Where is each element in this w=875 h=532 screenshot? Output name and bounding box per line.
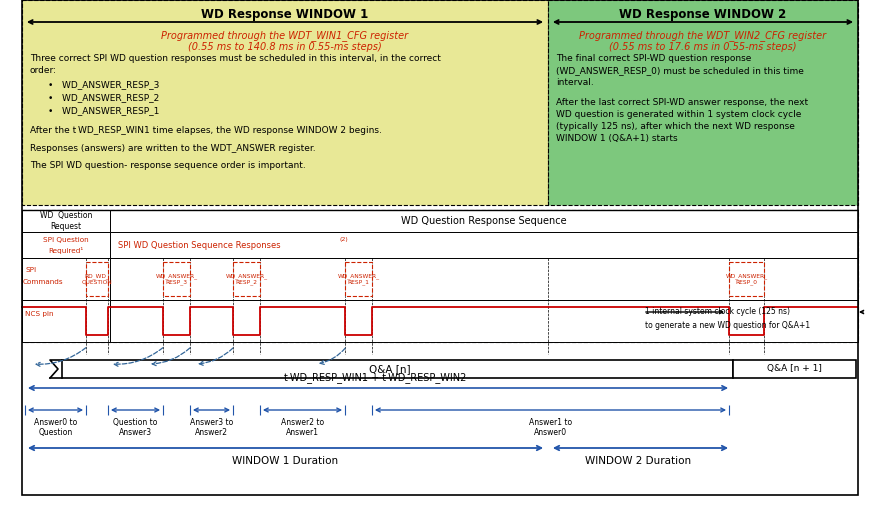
Text: (2): (2) (340, 237, 349, 243)
Bar (345, 262, 372, 296)
Text: Q&A [n]: Q&A [n] (368, 364, 410, 374)
Text: Answer0 to
Question: Answer0 to Question (34, 418, 77, 437)
Text: Programmed through the WDT_WIN1_CFG register: Programmed through the WDT_WIN1_CFG regi… (162, 30, 409, 41)
Text: (0.55 ms to 140.8 ms in 0.55-ms steps): (0.55 ms to 140.8 ms in 0.55-ms steps) (188, 42, 382, 52)
Text: WD  Question
Request: WD Question Request (40, 211, 92, 231)
Bar (110, 232, 858, 258)
Text: order:: order: (30, 66, 57, 75)
Text: Responses (answers) are written to the WDT_ANSWER register.: Responses (answers) are written to the W… (30, 144, 316, 153)
Text: The final correct SPI-WD question response: The final correct SPI-WD question respon… (556, 54, 752, 63)
Bar (22, 300, 110, 342)
Text: WD Question Response Sequence: WD Question Response Sequence (401, 216, 567, 226)
Bar (86, 262, 108, 296)
Text: Required¹: Required¹ (48, 247, 84, 254)
Text: Three correct SPI WD question responses must be scheduled in this interval, in t: Three correct SPI WD question responses … (30, 54, 441, 63)
Bar (110, 258, 858, 300)
Text: 1 internal system clock cycle (125 ns): 1 internal system clock cycle (125 ns) (645, 307, 790, 317)
Text: interval.: interval. (556, 78, 594, 87)
Text: WD Response WINDOW 1: WD Response WINDOW 1 (201, 8, 368, 21)
Text: WD_ANSWER_
RESP_3: WD_ANSWER_ RESP_3 (156, 273, 198, 285)
Text: t WD_RESP_WIN1 + t WD_RESP_WIN2: t WD_RESP_WIN1 + t WD_RESP_WIN2 (284, 372, 466, 383)
Text: Answer1 to
Answer0: Answer1 to Answer0 (528, 418, 572, 437)
Text: NCS pin: NCS pin (25, 311, 53, 317)
Bar (729, 262, 764, 296)
Text: Programmed through the WDT_WIN2_CFG register: Programmed through the WDT_WIN2_CFG regi… (579, 30, 827, 41)
Text: (WD_ANSWER_RESP_0) must be scheduled in this time: (WD_ANSWER_RESP_0) must be scheduled in … (556, 66, 804, 75)
Text: WINDOW 1 Duration: WINDOW 1 Duration (232, 456, 338, 466)
Text: Answer2 to
Answer1: Answer2 to Answer1 (281, 418, 324, 437)
Text: (typically 125 ns), after which the next WD response: (typically 125 ns), after which the next… (556, 122, 794, 131)
Text: •   WD_ANSWER_RESP_3: • WD_ANSWER_RESP_3 (48, 80, 159, 89)
Text: WINDOW 2 Duration: WINDOW 2 Duration (585, 456, 691, 466)
Bar (548, 0, 858, 205)
Text: Commands: Commands (23, 279, 64, 285)
Bar (163, 262, 190, 296)
Bar (62, 360, 733, 378)
Text: •   WD_ANSWER_RESP_2: • WD_ANSWER_RESP_2 (48, 93, 159, 102)
Text: WINDOW 1 (Q&A+1) starts: WINDOW 1 (Q&A+1) starts (556, 134, 677, 143)
Bar (233, 262, 260, 296)
Text: SPI Question: SPI Question (43, 237, 89, 243)
Text: WD_ANSWER_
RESP_0: WD_ANSWER_ RESP_0 (725, 273, 767, 285)
Text: SPI WD Question Sequence Responses: SPI WD Question Sequence Responses (118, 240, 281, 250)
Bar (22, 0, 548, 205)
Bar (22, 210, 548, 342)
Bar (110, 300, 858, 342)
Text: WD Response WINDOW 2: WD Response WINDOW 2 (620, 8, 787, 21)
Bar (110, 210, 858, 232)
Text: After the last correct SPI-WD answer response, the next: After the last correct SPI-WD answer res… (556, 98, 808, 107)
Bar (22, 258, 110, 300)
Text: Answer3 to
Answer2: Answer3 to Answer2 (190, 418, 233, 437)
Text: RD_WD_
QUESTION: RD_WD_ QUESTION (81, 273, 112, 285)
Text: SPI: SPI (25, 267, 36, 273)
Text: •   WD_ANSWER_RESP_1: • WD_ANSWER_RESP_1 (48, 106, 159, 115)
Text: The SPI WD question- response sequence order is important.: The SPI WD question- response sequence o… (30, 161, 305, 170)
Text: After the t WD_RESP_WIN1 time elapses, the WD response WINDOW 2 begins.: After the t WD_RESP_WIN1 time elapses, t… (30, 126, 382, 135)
Text: to generate a new WD question for Q&A+1: to generate a new WD question for Q&A+1 (645, 320, 810, 329)
Text: Q&A [n + 1]: Q&A [n + 1] (767, 364, 822, 373)
Text: WD_ANSWER_
RESP_2: WD_ANSWER_ RESP_2 (226, 273, 268, 285)
Bar (733, 360, 856, 378)
Bar (548, 210, 858, 342)
Text: WD_ANSWER_
RESP_1: WD_ANSWER_ RESP_1 (338, 273, 380, 285)
Text: (0.55 ms to 17.6 ms in 0.55-ms steps): (0.55 ms to 17.6 ms in 0.55-ms steps) (609, 42, 797, 52)
Bar (22, 210, 110, 232)
Text: Question to
Answer3: Question to Answer3 (114, 418, 158, 437)
Bar (22, 232, 110, 258)
Text: WD question is generated within 1 system clock cycle: WD question is generated within 1 system… (556, 110, 802, 119)
